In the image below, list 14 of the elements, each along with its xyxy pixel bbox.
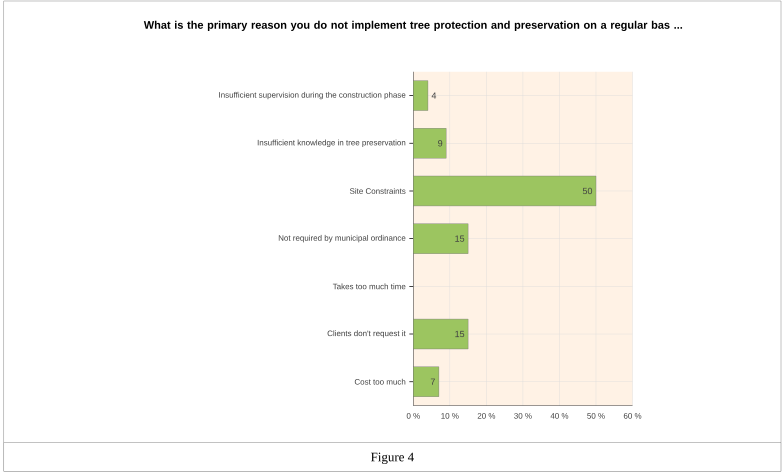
bar <box>413 176 596 206</box>
data-label: 7 <box>430 378 435 385</box>
bar <box>413 366 440 397</box>
data-label: 50 <box>582 188 592 194</box>
bar <box>413 80 428 111</box>
data-label: 4 <box>432 92 436 99</box>
data-label: 9 <box>438 140 442 146</box>
bar <box>413 128 446 158</box>
data-label: 15 <box>455 235 464 242</box>
caption: Figure 4 <box>370 452 414 464</box>
data-label: 15 <box>455 330 464 338</box>
chart-title: What is the primary reason you do not implement tree protection and preservation on a regular bas ... <box>144 20 682 31</box>
bar <box>413 318 468 350</box>
bar <box>413 223 468 254</box>
